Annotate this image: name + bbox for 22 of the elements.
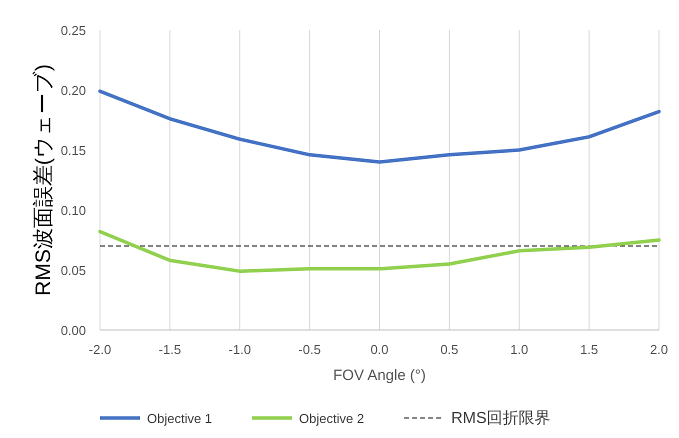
x-axis-title: FOV Angle (°) <box>333 367 426 384</box>
x-tick-label: 1.0 <box>510 342 528 357</box>
x-tick-label: -1.5 <box>158 342 182 357</box>
x-tick-label: -0.5 <box>298 342 321 357</box>
legend-label: Objective 1 <box>147 411 212 426</box>
x-tick-label: -2.0 <box>88 342 112 357</box>
y-tick-label: 0.05 <box>60 263 86 278</box>
y-axis-title: RMS波面誤差(ウェーブ) <box>32 64 55 296</box>
y-tick-label: 0.10 <box>60 203 86 218</box>
x-tick-label: 0.0 <box>370 342 389 357</box>
line-series <box>98 230 661 273</box>
x-tick-label: -1.0 <box>228 342 251 357</box>
x-tick-label: 0.5 <box>440 342 458 357</box>
y-tick-label: 0.25 <box>60 23 86 38</box>
legend-label: Objective 2 <box>299 411 364 426</box>
x-tick-label: 2.0 <box>650 342 668 357</box>
y-tick-label: 0.00 <box>60 323 86 338</box>
y-tick-label: 0.20 <box>60 83 86 98</box>
legend-label: RMS回折限界 <box>451 410 551 427</box>
line-series <box>98 89 661 164</box>
x-tick-label: 1.5 <box>580 342 598 357</box>
y-tick-label: 0.15 <box>60 143 86 158</box>
